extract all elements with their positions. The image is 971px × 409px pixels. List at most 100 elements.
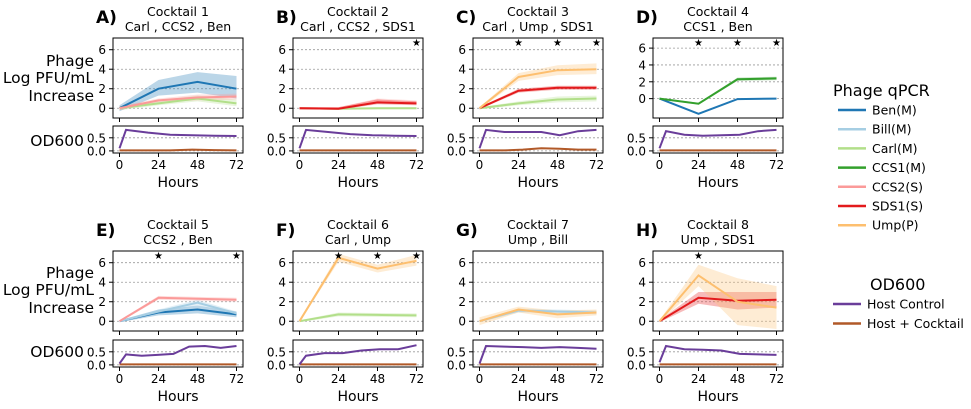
ytick-label: 2 bbox=[98, 295, 106, 309]
od-frame bbox=[652, 125, 784, 154]
od-line-host-control bbox=[298, 128, 417, 149]
panel-letter: A) bbox=[96, 8, 117, 28]
xtick-label: 72 bbox=[409, 372, 424, 386]
od-subplot: 0.50.0 0 24 48 72 Hours bbox=[627, 339, 784, 405]
ytick-label: 6 bbox=[458, 43, 466, 57]
ytick-label: 4 bbox=[458, 276, 466, 290]
xlabel: Hours bbox=[697, 389, 738, 405]
od-line-host-cocktail bbox=[119, 148, 237, 152]
ylabel-od: OD600 bbox=[30, 132, 84, 150]
series-line bbox=[479, 308, 597, 323]
ytick-label: 4 bbox=[458, 63, 466, 77]
ylabel-phage-line3: Increase bbox=[28, 299, 94, 317]
od-line-host-cocktail bbox=[479, 147, 597, 152]
od-subplot: 0.50.0 0 24 48 72 Hours bbox=[627, 125, 784, 191]
ytick-label: 2 bbox=[98, 82, 106, 96]
od-frame bbox=[292, 125, 424, 154]
row-1-ylabels: Phage Log PFU/mL Increase OD600 bbox=[3, 52, 95, 150]
plot-frame bbox=[112, 37, 244, 119]
od-subplot: 0.50.0 0 24 48 72 Hours bbox=[267, 339, 424, 405]
xtick-label: 48 bbox=[190, 158, 205, 172]
series-line bbox=[658, 296, 777, 323]
xtick-label: 72 bbox=[769, 158, 784, 172]
panel-title: Cocktail 1 bbox=[147, 4, 209, 19]
significance-star: ★ bbox=[412, 251, 421, 262]
significance-star: ★ bbox=[412, 38, 421, 49]
xtick-label: 0 bbox=[296, 372, 304, 386]
series-line bbox=[119, 80, 237, 110]
ylabel-phage-line2: Log PFU/mL bbox=[3, 281, 95, 299]
panel-letter: E) bbox=[96, 221, 115, 241]
od-frame bbox=[472, 339, 604, 368]
od-ytick-label: 0.5 bbox=[87, 345, 106, 359]
od-ytick-label: 0.5 bbox=[627, 345, 646, 359]
ytick-label: 0 bbox=[638, 315, 646, 329]
od-line-host-control bbox=[118, 344, 237, 365]
series-line bbox=[479, 97, 597, 110]
panel-title: Cocktail 6 bbox=[327, 217, 389, 232]
od-frame bbox=[472, 125, 604, 154]
xtick-label: 72 bbox=[589, 372, 604, 386]
ytick-label: 0 bbox=[278, 102, 286, 116]
series-line bbox=[659, 77, 777, 105]
legend-label: Bill(M) bbox=[872, 122, 912, 137]
significance-star: ★ bbox=[733, 38, 742, 49]
panel-letter: H) bbox=[636, 221, 658, 241]
significance-star: ★ bbox=[373, 251, 382, 262]
ytick-label: 6 bbox=[278, 256, 286, 270]
xtick-label: 24 bbox=[151, 372, 166, 386]
series-line bbox=[298, 256, 417, 322]
od-subplot: 0.50.0 0 24 48 72 Hours bbox=[447, 125, 604, 191]
od-line-host-control bbox=[118, 128, 237, 149]
panel-subtitle: Ump , Bill bbox=[508, 232, 568, 247]
ylabel-od: OD600 bbox=[30, 343, 84, 361]
legend-od-title: OD600 bbox=[870, 275, 925, 294]
ytick-label: 0 bbox=[98, 315, 106, 329]
od-ytick-label: 0.5 bbox=[267, 345, 286, 359]
series-line bbox=[119, 97, 237, 110]
xtick-label: 0 bbox=[656, 372, 664, 386]
xtick-label: 0 bbox=[656, 158, 664, 172]
od-ytick-label: 0.0 bbox=[267, 144, 286, 158]
od-ytick-label: 0.0 bbox=[447, 358, 466, 372]
od-ytick-label: 0.0 bbox=[627, 144, 646, 158]
od-line-host-control bbox=[658, 344, 777, 363]
ylabel-phage-line2: Log PFU/mL bbox=[3, 69, 95, 87]
xtick-label: 48 bbox=[730, 372, 745, 386]
od-ytick-label: 0.0 bbox=[87, 144, 106, 158]
panel-title: Cocktail 8 bbox=[687, 217, 749, 232]
legend-od-items: Host Control Host + Cocktail bbox=[833, 297, 964, 331]
od-ytick-label: 0.5 bbox=[447, 131, 466, 145]
panel-title: Cocktail 5 bbox=[147, 217, 209, 232]
od-ytick-label: 0.5 bbox=[447, 345, 466, 359]
xtick-label: 0 bbox=[116, 372, 124, 386]
xtick-label: 24 bbox=[331, 158, 346, 172]
xtick-label: 24 bbox=[151, 158, 166, 172]
ytick-label: 6 bbox=[638, 256, 646, 270]
series-line bbox=[118, 296, 237, 323]
ytick-label: 4 bbox=[638, 58, 646, 72]
od-ytick-label: 0.5 bbox=[267, 131, 286, 145]
ytick-label: 2 bbox=[278, 295, 286, 309]
ytick-label: 6 bbox=[98, 256, 106, 270]
od-subplot: 0.50.0 0 24 48 72 Hours bbox=[267, 125, 424, 191]
panel-subtitle: CCS2 , Ben bbox=[143, 232, 212, 247]
legend-label: Carl(M) bbox=[872, 141, 918, 156]
xtick-label: 0 bbox=[476, 158, 484, 172]
xlabel: Hours bbox=[337, 175, 378, 191]
legend-label: Ump(P) bbox=[872, 218, 919, 233]
significance-star: ★ bbox=[154, 251, 163, 262]
xtick-label: 0 bbox=[116, 158, 124, 172]
xtick-label: 72 bbox=[589, 158, 604, 172]
series-line bbox=[659, 97, 777, 115]
od-line-host-control bbox=[298, 344, 417, 365]
od-subplot: 0.50.0 0 24 48 72 Hours bbox=[447, 339, 604, 405]
series-line bbox=[479, 86, 597, 110]
xlabel: Hours bbox=[337, 389, 378, 405]
series-band bbox=[659, 264, 777, 329]
panel-letter: B) bbox=[276, 8, 297, 28]
ytick-label: 4 bbox=[638, 276, 646, 290]
